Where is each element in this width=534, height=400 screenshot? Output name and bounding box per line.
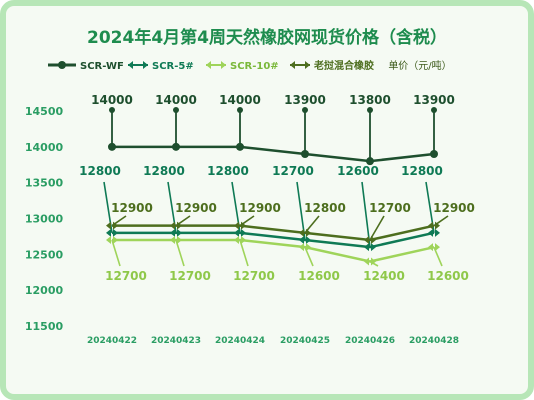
legend-label: 老挝混合橡胶 [313, 59, 374, 72]
legend-marker [206, 61, 226, 69]
data-point [234, 228, 246, 237]
x-tick-label: 20240424 [215, 336, 265, 346]
y-tick-label: 13000 [25, 213, 64, 226]
data-label: 12700 [272, 164, 314, 178]
x-axis: 20240422 20240423 20240424 20240425 20240426… [87, 336, 459, 346]
y-tick-label: 12500 [25, 248, 64, 261]
legend: SCR-WF SCR-5# SCR-10# 老挝混合橡胶 [48, 59, 374, 72]
y-tick-label: 14500 [25, 105, 64, 118]
y-tick-label: 12000 [25, 284, 64, 297]
leader-dot [302, 107, 308, 113]
data-point [234, 236, 246, 244]
leader-line [175, 239, 185, 267]
data-label: 12800 [401, 164, 443, 178]
leader-dot [173, 107, 179, 113]
data-label: 12600 [298, 269, 340, 283]
y-axis: 11500 12000 12500 13000 13500 14000 14500 [25, 105, 64, 333]
data-label: 12600 [337, 164, 379, 178]
data-label: 12700 [105, 269, 147, 283]
leader-line [239, 239, 249, 267]
data-label: 12900 [175, 201, 217, 215]
data-point [299, 228, 311, 237]
legend-marker [58, 61, 66, 69]
leader-line [175, 215, 191, 227]
legend-label: SCR-10# [230, 61, 279, 72]
data-point [170, 236, 182, 244]
data-label: 12900 [433, 201, 475, 215]
x-tick-label: 20240423 [151, 336, 201, 346]
data-point [106, 236, 118, 244]
data-label: 14000 [91, 93, 133, 107]
leader-line [369, 215, 385, 241]
data-label: 12800 [79, 164, 121, 178]
y-tick-label: 11500 [25, 320, 64, 333]
data-label: 14000 [219, 93, 261, 107]
data-label: 12700 [169, 269, 211, 283]
data-label: 12400 [363, 269, 405, 283]
legend-label: SCR-5# [152, 61, 194, 72]
data-label: 12700 [233, 269, 275, 283]
data-label: 13900 [284, 93, 326, 107]
leader-dot [367, 107, 373, 113]
leader-line [369, 260, 379, 267]
leader-line [433, 246, 443, 267]
y-tick-label: 14000 [25, 141, 64, 154]
legend-label: SCR-WF [80, 61, 124, 72]
leader-line [111, 215, 127, 227]
data-point [364, 236, 376, 244]
series-line-0 [112, 145, 435, 163]
data-label: 12800 [207, 164, 249, 178]
leader-line [304, 246, 314, 267]
data-label: 14000 [155, 93, 197, 107]
data-point [428, 228, 440, 237]
x-tick-label: 20240428 [409, 336, 459, 346]
leader-line [111, 239, 121, 267]
x-tick-label: 20240425 [280, 336, 330, 346]
data-point [299, 236, 311, 244]
data-label: 13800 [349, 93, 391, 107]
series-line-2 [112, 238, 435, 263]
legend-marker [290, 61, 310, 69]
data-point [428, 243, 440, 252]
data-label: 12800 [304, 201, 346, 215]
series-line-3 [112, 224, 435, 242]
leader-line [433, 215, 449, 227]
data-label: 12700 [369, 201, 411, 215]
leader-dot [431, 107, 437, 113]
data-label: 12900 [111, 201, 153, 215]
data-label: 12800 [143, 164, 185, 178]
leader-line [304, 215, 320, 234]
chart-title: 2024年4月第4周天然橡胶网现货价格（含税） [87, 27, 447, 48]
leader-dot [109, 107, 115, 113]
leader-line [239, 215, 255, 227]
plot-area: 14000 14000 14000 13900 13800 13900 12800 12800… [79, 93, 475, 283]
unit-label: 单价（元/吨） [388, 59, 451, 72]
x-tick-label: 20240426 [345, 336, 395, 346]
data-point [364, 243, 376, 252]
data-point [170, 228, 182, 237]
data-label: 13900 [413, 93, 455, 107]
data-label: 12900 [239, 201, 281, 215]
leader-dot [237, 107, 243, 113]
legend-marker [128, 61, 148, 69]
data-label: 12600 [427, 269, 469, 283]
y-tick-label: 13500 [25, 177, 64, 190]
x-tick-label: 20240422 [87, 336, 137, 346]
series-line-1 [112, 231, 435, 249]
data-point [299, 243, 311, 252]
data-point [106, 228, 118, 237]
